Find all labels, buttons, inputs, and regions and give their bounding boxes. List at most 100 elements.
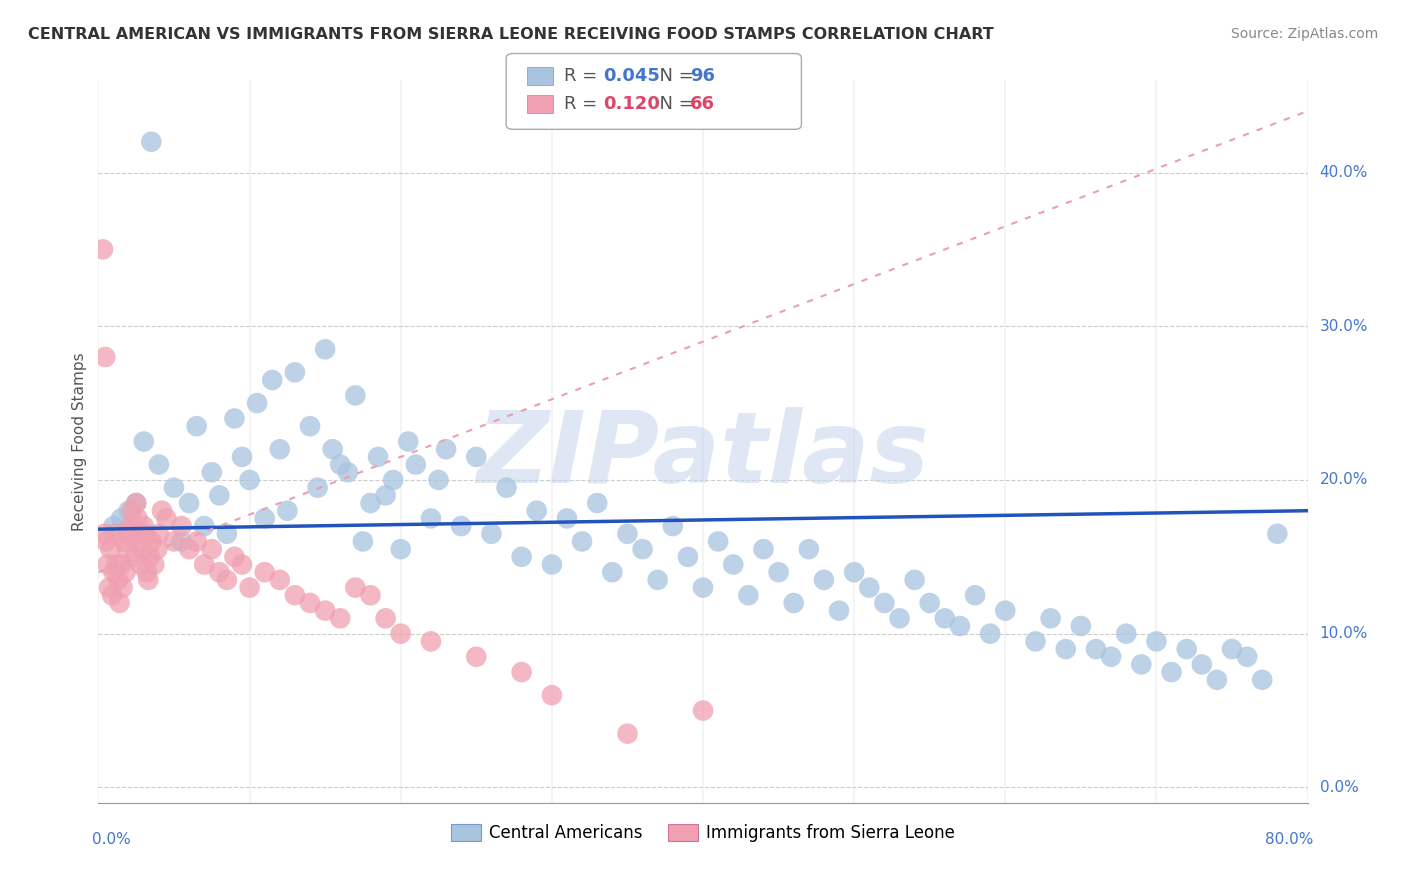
Point [193,558,215,572]
Point [873,596,896,610]
Point [752,542,775,557]
Point [322,442,344,457]
Point [129,558,152,572]
Point [179,496,201,510]
Point [540,558,562,572]
Point [994,604,1017,618]
Point [1267,526,1289,541]
Point [111,581,134,595]
Point [163,534,186,549]
Point [186,534,208,549]
Legend: Central Americans, Immigrants from Sierra Leone: Central Americans, Immigrants from Sierr… [444,817,962,848]
Point [118,504,141,518]
Point [314,604,336,618]
Point [427,473,450,487]
Point [103,565,125,579]
Point [201,542,224,557]
Point [231,558,253,572]
Point [1236,649,1258,664]
Text: R =: R = [564,67,603,85]
Point [124,549,146,564]
Point [540,688,562,702]
Point [692,704,714,718]
Point [858,581,880,595]
Point [602,565,624,579]
Point [336,465,359,479]
Point [104,526,127,541]
Point [146,542,169,557]
Point [193,519,215,533]
Point [125,496,148,510]
Point [103,519,125,533]
Point [186,419,208,434]
Point [262,373,284,387]
Point [374,611,396,625]
Point [979,626,1001,640]
Point [224,549,246,564]
Point [112,534,135,549]
Point [136,573,159,587]
Text: 0.0%: 0.0% [1320,780,1358,795]
Point [571,534,593,549]
Point [96,558,118,572]
Point [707,534,730,549]
Point [965,588,987,602]
Point [797,542,820,557]
Point [148,526,170,541]
Point [329,458,352,472]
Point [661,519,683,533]
Point [150,504,173,518]
Text: 20.0%: 20.0% [1320,473,1368,487]
Point [465,450,488,464]
Point [647,573,669,587]
Point [344,388,367,402]
Text: 66: 66 [690,95,716,113]
Point [148,458,170,472]
Point [450,519,472,533]
Point [813,573,835,587]
Point [934,611,956,625]
Point [510,665,533,680]
Text: 0.045: 0.045 [603,67,659,85]
Text: ZIPatlas: ZIPatlas [477,408,929,505]
Point [215,526,238,541]
Text: R =: R = [564,95,603,113]
Point [889,611,911,625]
Text: N =: N = [648,95,700,113]
Point [555,511,578,525]
Point [723,558,745,572]
Point [420,634,443,648]
Point [434,442,457,457]
Text: Source: ZipAtlas.com: Source: ZipAtlas.com [1230,27,1378,41]
Point [110,511,132,525]
Point [1175,642,1198,657]
Point [1251,673,1274,687]
Y-axis label: Receiving Food Stamps: Receiving Food Stamps [72,352,87,531]
Point [844,565,866,579]
Point [828,604,851,618]
Point [1160,665,1182,680]
Point [360,588,382,602]
Point [110,558,132,572]
Point [134,526,156,541]
Point [108,596,131,610]
Point [135,565,157,579]
Point [107,573,129,587]
Point [125,496,148,510]
Point [616,726,638,740]
Point [201,465,224,479]
Point [676,549,699,564]
Point [307,481,329,495]
Point [118,526,141,541]
Point [737,588,759,602]
Point [170,519,193,533]
Point [121,504,143,518]
Text: 30.0%: 30.0% [1320,318,1368,334]
Point [120,519,142,533]
Point [465,649,488,664]
Point [155,511,177,525]
Point [91,243,114,257]
Point [239,581,262,595]
Point [1206,673,1229,687]
Point [420,511,443,525]
